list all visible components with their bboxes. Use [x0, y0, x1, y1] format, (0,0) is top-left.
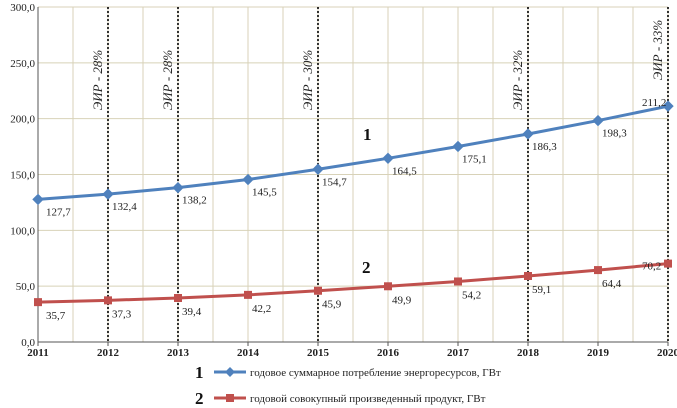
data-point	[312, 163, 324, 175]
data-label: 64,4	[602, 278, 622, 290]
data-label: 49,9	[392, 294, 412, 306]
y-tick-label: 250,0	[10, 58, 35, 70]
data-point	[244, 290, 252, 299]
data-label: 39,4	[182, 306, 202, 318]
x-tick-label: 2017	[447, 347, 470, 359]
series	[32, 100, 674, 307]
data-point	[34, 298, 42, 307]
data-point	[172, 181, 184, 194]
legend-marker	[225, 367, 235, 377]
data-point	[664, 259, 672, 268]
data-label: 42,2	[252, 303, 271, 315]
data-point	[594, 266, 602, 275]
x-tick-label: 2014	[237, 347, 260, 359]
marker-label: ЭИР - 28%	[160, 50, 175, 111]
legend-marker	[226, 394, 234, 402]
data-label: 37,3	[112, 308, 132, 320]
data-label: 164,5	[392, 165, 417, 177]
data-label: 211,2	[642, 97, 666, 109]
data-label: 198,3	[602, 128, 627, 140]
data-point	[382, 152, 394, 165]
data-point	[104, 296, 112, 305]
vertical-markers: ЭИР - 28% ЭИР - 28% ЭИР - 30% ЭИР - 32% ЭИР …	[90, 7, 669, 342]
data-label: 70,2	[642, 261, 661, 273]
data-point	[102, 188, 114, 200]
data-point	[524, 272, 532, 281]
data-label: 45,9	[322, 299, 342, 311]
y-tick-label: 0,0	[21, 337, 35, 349]
series-2-number: 2	[362, 258, 371, 277]
y-tick-label: 50,0	[16, 281, 36, 293]
x-tick-label: 2011	[27, 347, 48, 359]
marker-label: ЭИР - 32%	[510, 50, 525, 111]
y-tick-label: 150,0	[10, 170, 35, 182]
marker-label: ЭИР - 33%	[650, 20, 665, 81]
marker-label: ЭИР - 28%	[90, 50, 105, 111]
data-point	[452, 140, 464, 153]
legend-number: 1	[195, 363, 204, 382]
data-label: 145,5	[252, 187, 277, 199]
x-tick-label: 2019	[587, 347, 610, 359]
series-line	[37, 104, 669, 201]
marker-label: ЭИР - 30%	[300, 50, 315, 111]
data-label: 154,7	[322, 176, 347, 188]
legend-number: 2	[195, 389, 204, 408]
axes: 0,0 50,0 100,0 150,0 200,0 250,0 300,0 2011 2012…	[10, 2, 677, 359]
x-tick-label: 2013	[167, 347, 190, 359]
x-tick-label: 2015	[307, 347, 330, 359]
data-point	[242, 173, 254, 186]
data-label: 175,1	[462, 153, 487, 165]
x-tick-label: 2016	[377, 347, 400, 359]
series-1-number: 1	[363, 125, 372, 144]
data-labels: 127,7 132,4 138,2 145,5 154,7 164,5 175,1 186,3…	[46, 97, 666, 322]
x-tick-label: 2012	[97, 347, 120, 359]
y-tick-label: 200,0	[10, 114, 35, 126]
data-label: 35,7	[46, 310, 66, 322]
data-point	[314, 286, 322, 295]
data-point	[384, 282, 392, 291]
data-point	[592, 114, 604, 127]
x-tick-label: 2018	[517, 347, 540, 359]
data-point	[174, 294, 182, 303]
legend: 1 годовое суммарное потребление энергорес…	[195, 363, 501, 408]
data-point	[454, 277, 462, 286]
series-line	[37, 262, 669, 304]
y-tick-label: 100,0	[10, 225, 35, 237]
data-label: 127,7	[46, 206, 71, 218]
x-tick-label: 2020	[657, 347, 677, 359]
data-label: 138,2	[182, 195, 207, 207]
data-label: 59,1	[532, 284, 551, 296]
data-point	[32, 193, 44, 206]
y-tick-label: 300,0	[10, 2, 35, 14]
legend-label: годовое суммарное потребление энергоресу…	[250, 367, 501, 379]
data-point	[522, 128, 534, 140]
data-point	[662, 100, 674, 112]
grid	[38, 6, 669, 342]
legend-label: годовой совокупный произведенный продукт…	[250, 393, 486, 405]
data-label: 132,4	[112, 201, 137, 213]
data-label: 186,3	[532, 141, 557, 153]
data-label: 54,2	[462, 289, 481, 301]
